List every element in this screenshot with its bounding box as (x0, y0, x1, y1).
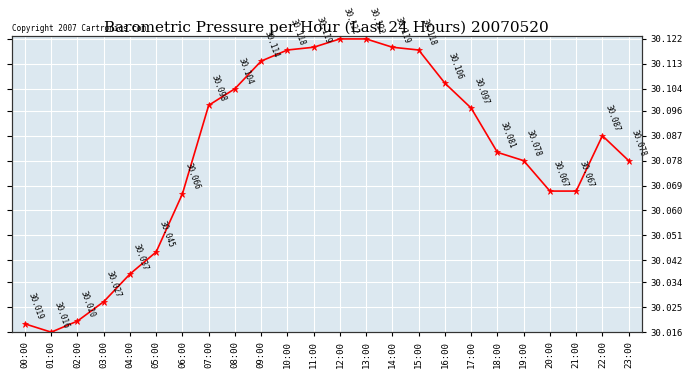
Text: 30.067: 30.067 (551, 159, 569, 188)
Text: 30.122: 30.122 (368, 7, 386, 36)
Text: 30.098: 30.098 (210, 74, 228, 102)
Text: 30.097: 30.097 (473, 76, 491, 105)
Text: 30.045: 30.045 (157, 220, 175, 249)
Text: 30.037: 30.037 (131, 242, 149, 271)
Text: 30.020: 30.020 (79, 289, 97, 318)
Text: 30.078: 30.078 (630, 129, 648, 158)
Text: 30.067: 30.067 (578, 159, 595, 188)
Text: 30.106: 30.106 (446, 51, 464, 80)
Text: 30.104: 30.104 (236, 57, 254, 86)
Text: 30.019: 30.019 (26, 292, 44, 321)
Text: 30.119: 30.119 (315, 15, 333, 45)
Text: 30.066: 30.066 (184, 162, 201, 191)
Text: 30.118: 30.118 (289, 18, 307, 47)
Text: 30.027: 30.027 (105, 270, 123, 299)
Text: Copyright 2007 Cartronics.com: Copyright 2007 Cartronics.com (12, 24, 146, 33)
Text: 30.016: 30.016 (52, 300, 70, 329)
Text: 30.081: 30.081 (499, 120, 517, 150)
Text: 30.114: 30.114 (263, 29, 281, 58)
Title: Barometric Pressure per Hour (Last 24 Hours) 20070520: Barometric Pressure per Hour (Last 24 Ho… (104, 21, 549, 35)
Text: 30.118: 30.118 (420, 18, 438, 47)
Text: 30.087: 30.087 (604, 104, 622, 133)
Text: 30.122: 30.122 (342, 7, 359, 36)
Text: 30.078: 30.078 (525, 129, 543, 158)
Text: 30.119: 30.119 (394, 15, 412, 45)
